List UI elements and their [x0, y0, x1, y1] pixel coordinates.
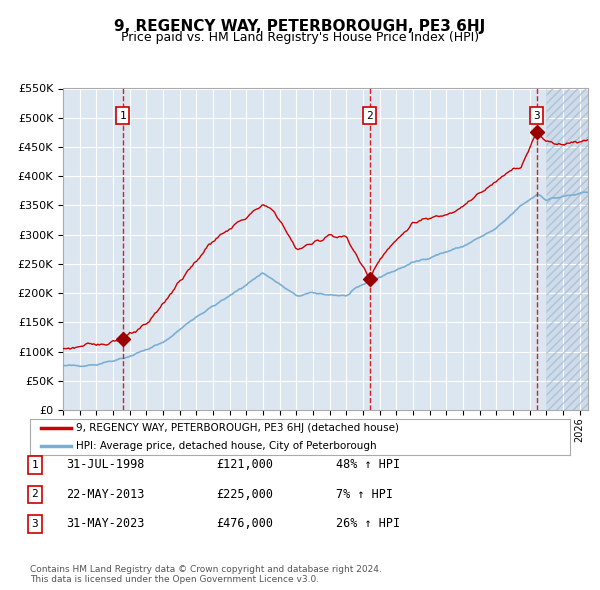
- Text: HPI: Average price, detached house, City of Peterborough: HPI: Average price, detached house, City…: [76, 441, 377, 451]
- Text: 2: 2: [31, 490, 38, 499]
- Text: 31-MAY-2023: 31-MAY-2023: [66, 517, 145, 530]
- Text: 7% ↑ HPI: 7% ↑ HPI: [336, 488, 393, 501]
- Bar: [547, 88, 588, 410]
- Text: 3: 3: [533, 111, 540, 121]
- Bar: [547, 88, 588, 410]
- Text: 22-MAY-2013: 22-MAY-2013: [66, 488, 145, 501]
- Text: 9, REGENCY WAY, PETERBOROUGH, PE3 6HJ (detached house): 9, REGENCY WAY, PETERBOROUGH, PE3 6HJ (d…: [76, 423, 399, 433]
- Text: Price paid vs. HM Land Registry's House Price Index (HPI): Price paid vs. HM Land Registry's House …: [121, 31, 479, 44]
- Text: 1: 1: [119, 111, 126, 121]
- Text: 2: 2: [366, 111, 373, 121]
- Text: Contains HM Land Registry data © Crown copyright and database right 2024.
This d: Contains HM Land Registry data © Crown c…: [30, 565, 382, 584]
- Text: 1: 1: [31, 460, 38, 470]
- Text: £121,000: £121,000: [216, 458, 273, 471]
- Text: 48% ↑ HPI: 48% ↑ HPI: [336, 458, 400, 471]
- Text: 26% ↑ HPI: 26% ↑ HPI: [336, 517, 400, 530]
- Text: £476,000: £476,000: [216, 517, 273, 530]
- Text: 31-JUL-1998: 31-JUL-1998: [66, 458, 145, 471]
- Text: £225,000: £225,000: [216, 488, 273, 501]
- Text: 3: 3: [31, 519, 38, 529]
- Text: 9, REGENCY WAY, PETERBOROUGH, PE3 6HJ: 9, REGENCY WAY, PETERBOROUGH, PE3 6HJ: [115, 19, 485, 34]
